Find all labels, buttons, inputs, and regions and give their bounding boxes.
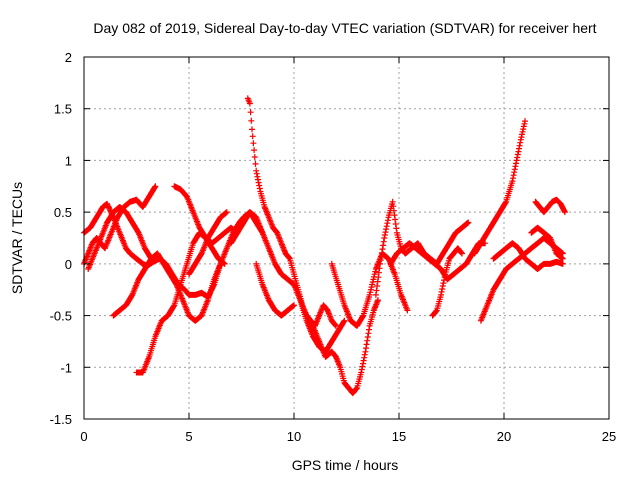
axis-ticks [83, 56, 610, 420]
plot-frame [83, 56, 610, 420]
x-tick-label: 5 [185, 429, 192, 444]
x-tick-label: 25 [602, 429, 616, 444]
plus-markers [528, 224, 566, 262]
plus-markers [110, 250, 224, 324]
y-tick-label: 2 [65, 50, 72, 65]
series-sat-o [429, 245, 465, 319]
y-tick-label: 1 [65, 153, 72, 168]
series-sat-p [471, 118, 528, 257]
x-tick-label: 0 [80, 429, 87, 444]
series-sat-d [110, 250, 224, 324]
y-tick-label: 0 [65, 257, 72, 272]
y-tick-label: -1.5 [50, 412, 72, 427]
series-sat-i [228, 209, 348, 355]
x-tick-label: 10 [287, 429, 301, 444]
chart-title: Day 082 of 2019, Sidereal Day-to-day VTE… [93, 20, 596, 36]
series-sat-t [528, 224, 566, 262]
x-tick-label: 20 [497, 429, 511, 444]
series-sat-k [303, 297, 381, 397]
series-sat-g [186, 209, 230, 278]
plus-markers [532, 196, 568, 216]
plus-markers [186, 209, 230, 278]
plus-markers [429, 245, 465, 319]
series-sat-j [253, 260, 297, 319]
plus-markers [471, 118, 528, 257]
series-sat-s [532, 196, 568, 216]
x-axis-label: GPS time / hours [292, 457, 399, 473]
y-tick-label: 1.5 [54, 102, 72, 117]
plus-markers [228, 209, 348, 355]
series-sat-c [85, 204, 155, 272]
y-tick-labels: -1.5 -1 -0.5 0 0.5 1 1.5 2 [50, 50, 72, 427]
plus-markers [85, 204, 155, 272]
y-tick-label: 0.5 [54, 205, 72, 220]
y-axis-label: SDTVAR / TECUs [9, 182, 25, 294]
data-points [81, 95, 568, 397]
plus-markers [303, 297, 381, 397]
grid-lines [84, 57, 609, 419]
y-tick-label: -1 [60, 360, 72, 375]
y-tick-label: -0.5 [50, 309, 72, 324]
plus-markers [253, 260, 297, 319]
plus-markers [490, 240, 566, 272]
x-tick-labels: 0 5 10 15 20 25 [80, 429, 616, 444]
x-tick-label: 15 [392, 429, 406, 444]
series-sat-r [490, 240, 566, 272]
